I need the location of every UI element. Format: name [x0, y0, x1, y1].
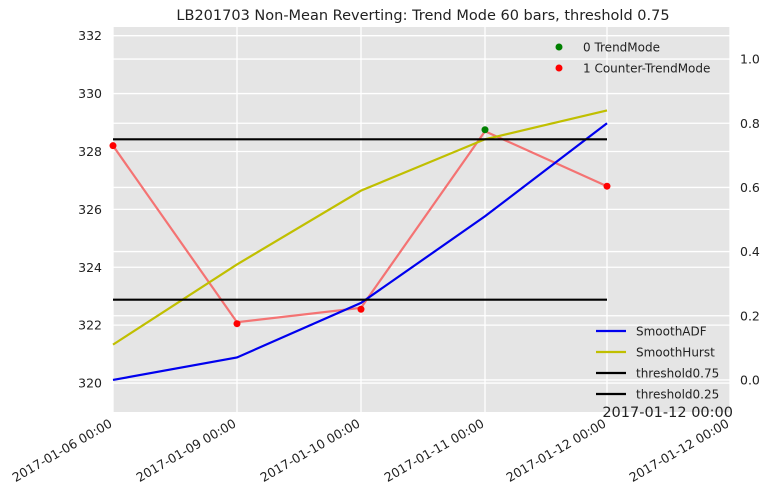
legend-line-label: SmoothHurst: [636, 346, 715, 360]
legend-layer: 0 TrendMode 1 Counter-TrendMode SmoothADF S…: [555, 41, 719, 402]
x-tick-label: 2017-01-12 00:00: [626, 416, 731, 485]
y-left-tick-label: 320: [78, 376, 102, 391]
scatter-point-0-0: [481, 126, 489, 134]
series-line-1: [112, 109, 608, 346]
y-right-tick-label: 0.6: [740, 180, 760, 195]
grid: [112, 27, 731, 412]
y-left-tick-label: 330: [78, 86, 102, 101]
plot-area: [113, 27, 730, 412]
legend-scatter-marker-1: [555, 64, 563, 72]
y-right-tick-label: 1.0: [740, 52, 760, 67]
x-tick-label: 2017-01-12 00:00: [503, 416, 608, 485]
y-right-tick-label: 0.0: [740, 372, 760, 387]
scatter-point-1-1: [233, 320, 241, 328]
y-right-tick-label: 0.8: [740, 116, 760, 131]
x-tick-label: 2017-01-11 00:00: [381, 416, 486, 485]
legend-scatter-label: 0 TrendMode: [583, 41, 660, 55]
y-left-tick-label: 332: [78, 28, 102, 43]
x-tick-label: 2017-01-09 00:00: [133, 416, 238, 485]
y-left-tick-label: 324: [78, 260, 102, 275]
x-tick-label: 2017-01-06 00:00: [9, 416, 114, 485]
y-right-tick-label: 0.4: [740, 244, 760, 259]
legend-line-label: threshold0.25: [636, 388, 719, 402]
legend-line-label: threshold0.75: [636, 367, 719, 381]
y-left-tick-label: 322: [78, 318, 102, 333]
x-tick-label: 2017-01-10 00:00: [257, 416, 362, 485]
scatter-point-1-3: [603, 182, 611, 190]
y-left-tick-label: 328: [78, 144, 102, 159]
y-right-tick-label: 0.2: [740, 308, 760, 323]
legend-scatter-label: 1 Counter-TrendMode: [583, 62, 710, 76]
legend-line-label: SmoothADF: [636, 325, 707, 339]
scatter-point-1-2: [357, 305, 365, 313]
series-line-0: [112, 122, 608, 381]
y-left-tick-label: 326: [78, 202, 102, 217]
chart-title: LB201703 Non-Mean Reverting: Trend Mode …: [176, 8, 669, 24]
legend-scatter-marker-0: [555, 43, 563, 51]
series-layer: [109, 109, 611, 381]
scatter-point-1-0: [109, 142, 117, 150]
corner-date-label: 2017-01-12 00:00: [602, 405, 733, 421]
